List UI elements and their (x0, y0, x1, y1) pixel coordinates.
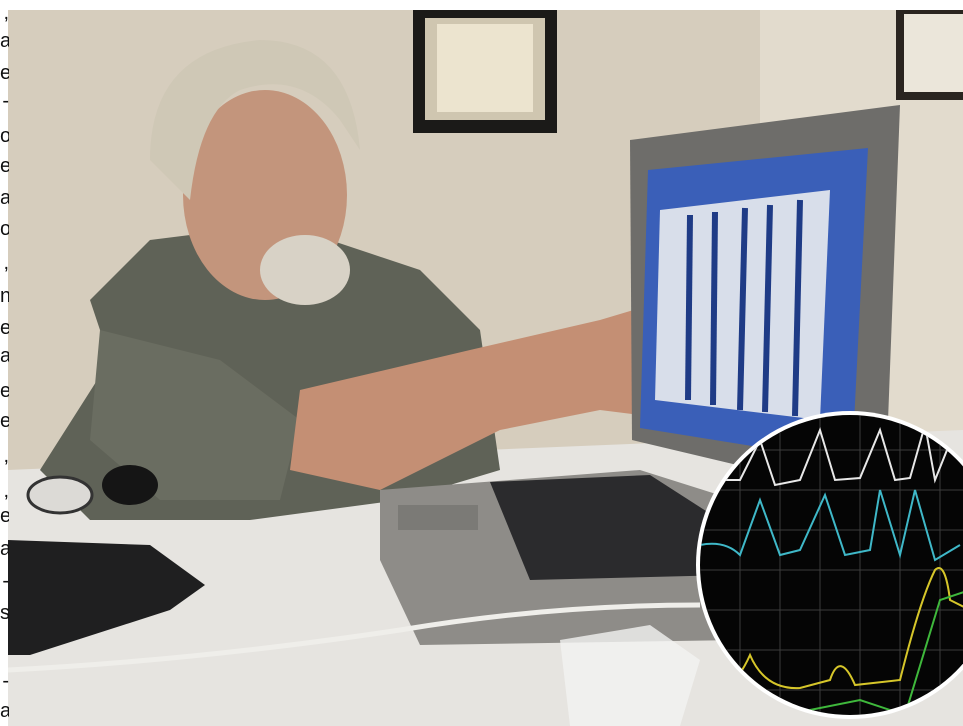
side-text: e (0, 62, 9, 84)
side-text: a (0, 538, 9, 560)
side-text: a (0, 30, 9, 52)
side-text: , (0, 252, 9, 274)
side-text: o (0, 125, 9, 147)
side-text: e (0, 505, 9, 527)
side-text: - (0, 670, 9, 692)
side-text: e (0, 155, 9, 177)
side-text: n (0, 285, 9, 307)
side-text: o (0, 218, 9, 240)
side-text: e (0, 410, 9, 432)
side-text: a (0, 700, 9, 722)
side-text: e (0, 380, 9, 402)
side-text: - (0, 90, 9, 112)
touchpad (398, 505, 478, 530)
photo (0, 0, 963, 726)
side-text: e (0, 317, 9, 339)
side-text: , (0, 480, 9, 502)
page: ,ae-oeao,neaee,,ea-s-a (0, 0, 963, 726)
side-text: - (0, 570, 9, 592)
beard (260, 235, 350, 305)
gauge (28, 477, 92, 513)
diploma-2 (904, 14, 963, 92)
diploma (437, 24, 533, 112)
side-text: s (0, 602, 9, 624)
side-text: a (0, 345, 9, 367)
side-text: , (0, 2, 9, 24)
bulb (102, 465, 158, 505)
side-text: , (0, 445, 9, 467)
side-text: a (0, 187, 9, 209)
scene (8, 10, 963, 726)
